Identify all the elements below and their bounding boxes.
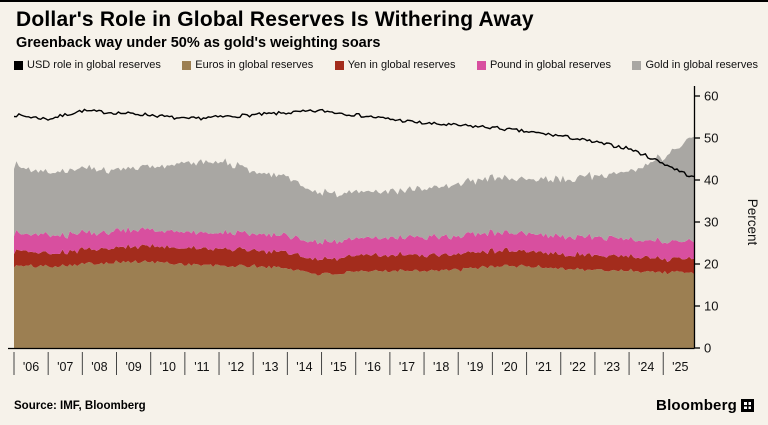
legend-swatch (476, 60, 486, 70)
x-tick-label: '14 (296, 360, 312, 374)
chart-title: Dollar's Role in Global Reserves Is With… (16, 8, 534, 31)
legend-item-pound-in-global-reserves: Pound in global reserves (476, 59, 612, 71)
x-tick-label: '15 (330, 360, 346, 374)
x-tick-label: '08 (91, 360, 107, 374)
x-tick-label: '17 (399, 360, 415, 374)
legend-label: Gold in global reserves (645, 59, 758, 71)
legend-item-gold-in-global-reserves: Gold in global reserves (632, 59, 758, 71)
x-tick-label: '11 (194, 360, 209, 374)
area-pound-in-global-reserves (14, 227, 694, 262)
x-tick-label: '19 (467, 360, 483, 374)
x-tick-label: '24 (638, 360, 654, 374)
footer: Source: IMF, Bloomberg Bloomberg (0, 397, 768, 414)
legend-swatch (182, 60, 192, 70)
y-axis-title: Percent (745, 199, 760, 246)
y-tick-label: 60 (704, 89, 718, 104)
legend-swatch (14, 60, 23, 70)
x-tick-label: '09 (125, 360, 141, 374)
x-tick-label: '07 (57, 360, 73, 374)
y-tick-label: 20 (704, 257, 718, 272)
y-tick-label: 10 (704, 299, 718, 314)
bloomberg-terminal-icon (741, 399, 754, 412)
y-tick-label: 30 (704, 215, 718, 230)
chart-svg: 0 10 20 30 40 50 60 Percent '06 '07 '08 '09 '10 '11 '1… (8, 86, 760, 375)
legend-swatch (632, 60, 642, 70)
legend-item-usd-role-in-global-reserves: USD role in global reserves (14, 59, 161, 71)
x-tick-label: '13 (262, 360, 278, 374)
area-gold-in-global-reserves (14, 136, 694, 245)
x-tick-label: '06 (23, 360, 39, 374)
x-tick-label: '12 (228, 360, 244, 374)
bloomberg-logo: Bloomberg (656, 397, 754, 414)
x-tick-label: '18 (433, 360, 449, 374)
legend-label: Yen in global reserves (347, 59, 456, 71)
legend-swatch (334, 60, 344, 70)
legend-label: USD role in global reserves (27, 59, 161, 71)
x-tick-label: '16 (365, 360, 381, 374)
y-tick-label: 0 (704, 341, 711, 356)
source-note: Source: IMF, Bloomberg (14, 399, 146, 412)
legend-label: Pound in global reserves (489, 59, 612, 71)
legend-item-euros-in-global-reserves: Euros in global reserves (182, 59, 313, 71)
bloomberg-wordmark: Bloomberg (656, 397, 737, 414)
x-tick-label: '21 (535, 360, 551, 374)
y-tick-label: 40 (704, 173, 718, 188)
x-tick-label: '23 (604, 360, 620, 374)
legend: USD role in global reserves Euros in glob… (14, 59, 758, 71)
chart-area: 0 10 20 30 40 50 60 Percent '06 '07 '08 '09 '10 '11 '1… (0, 76, 768, 399)
usd-line (13, 108, 695, 178)
legend-label: Euros in global reserves (195, 59, 314, 71)
x-tick-label: '22 (570, 360, 586, 374)
x-tick-label: '10 (160, 360, 176, 374)
area-yen-in-global-reserves (14, 243, 694, 276)
top-border (0, 0, 768, 2)
area-euros-in-global-reserves (14, 260, 694, 348)
x-tick-label: '25 (672, 360, 688, 374)
x-tick-label: '20 (501, 360, 517, 374)
chart-subtitle: Greenback way under 50% as gold's weight… (16, 35, 381, 51)
y-tick-label: 50 (704, 131, 718, 146)
legend-item-yen-in-global-reserves: Yen in global reserves (334, 59, 456, 71)
